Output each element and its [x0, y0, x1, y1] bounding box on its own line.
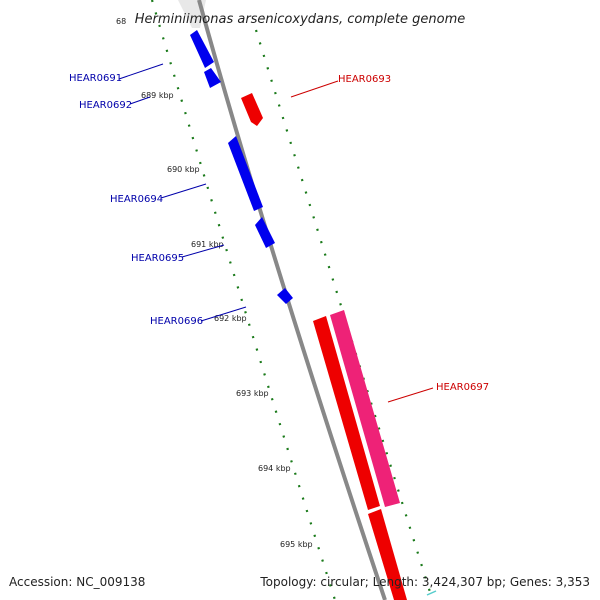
- tick-label-695-kbp: 695 kbp: [280, 540, 313, 549]
- gene-label-hear0692[interactable]: HEAR0692: [79, 100, 132, 111]
- gene-hear0691-arrow[interactable]: [190, 30, 214, 68]
- leader-line-hear0691: [118, 63, 164, 80]
- tick-label-690-kbp: 690 kbp: [167, 165, 200, 174]
- tick-label-693-kbp: 693 kbp: [236, 389, 269, 398]
- outer-tick-ring: [254, 29, 432, 593]
- leader-line-hear0694: [160, 183, 207, 199]
- genome-backbone: [197, 0, 387, 600]
- leader-line-hear0692: [129, 96, 151, 105]
- leader-line-hear0695: [181, 244, 225, 258]
- gene-label-hear0693[interactable]: HEAR0693: [338, 74, 391, 85]
- gene-continuation-bar: [368, 509, 407, 600]
- tick-label-691-kbp: 691 kbp: [191, 240, 224, 249]
- gene-label-hear0691[interactable]: HEAR0691: [69, 73, 122, 84]
- leader-line-hear0696: [200, 306, 247, 322]
- gene-label-hear0696[interactable]: HEAR0696: [150, 316, 203, 327]
- outer-ring-end-mark: [426, 590, 437, 596]
- gene-hear0692-arrow[interactable]: [204, 68, 221, 88]
- map-title: Herminiimonas arsenicoxydans, complete g…: [135, 12, 465, 27]
- gene-label-hear0695[interactable]: HEAR0695: [131, 253, 184, 264]
- gene-hear0695-arrow[interactable]: [255, 217, 275, 248]
- tick-label-692-kbp: 692 kbp: [214, 314, 247, 323]
- gene-hear0696-arrow[interactable]: [277, 288, 293, 304]
- accession-text: Accession: NC_009138: [9, 575, 146, 589]
- gene-hear0693-arrow[interactable]: [241, 93, 263, 126]
- feature-hear0697-pink-bar[interactable]: [330, 310, 400, 507]
- leader-line-hear0693: [290, 80, 339, 98]
- gene-label-hear0697[interactable]: HEAR0697: [436, 382, 489, 393]
- leader-line-hear0697: [387, 387, 434, 403]
- tick-label-688-kbp: 68: [116, 17, 126, 26]
- gene-hear0694-arrow[interactable]: [228, 136, 263, 211]
- tick-label-694-kbp: 694 kbp: [258, 464, 291, 473]
- topology-text: Topology: circular; Length: 3,424,307 bp…: [260, 575, 590, 589]
- inner-tick-ring: [150, 0, 337, 600]
- gene-label-hear0694[interactable]: HEAR0694: [110, 194, 163, 205]
- gene-hear0697-bar[interactable]: [313, 316, 380, 510]
- tick-label-689-kbp: 689 kbp: [141, 91, 174, 100]
